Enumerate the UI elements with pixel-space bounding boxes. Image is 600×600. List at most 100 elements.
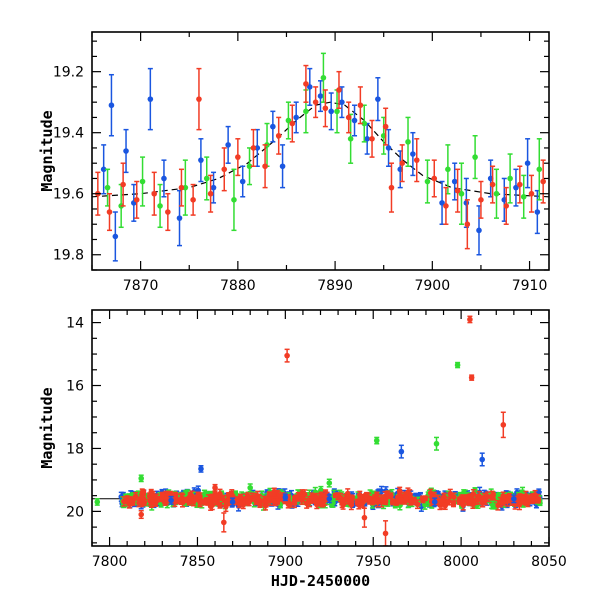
data-point-red <box>399 144 405 183</box>
bottom-panel-lightcurve-full: 7800 7850 7900 7950 8000 805014161820Magnitud… <box>38 309 567 590</box>
data-point-red <box>201 498 208 505</box>
data-point-red <box>235 138 241 177</box>
data-point-red <box>133 180 140 219</box>
data-point <box>176 215 183 221</box>
data-point <box>106 209 113 215</box>
y-tick-label: 19.4 <box>53 126 84 142</box>
y-tick-label: 19.2 <box>53 65 84 81</box>
data-point <box>210 184 217 191</box>
data-point <box>108 102 115 109</box>
data-point-red <box>196 67 202 131</box>
data-point <box>466 498 473 505</box>
data-point <box>517 181 523 188</box>
data-point-green <box>405 116 411 168</box>
data-point-red <box>478 180 484 219</box>
data-point <box>231 197 237 203</box>
data-point <box>270 123 276 130</box>
data-point <box>476 227 482 234</box>
x-tick-label: 7900 <box>414 278 450 294</box>
data-point <box>328 108 334 115</box>
series-green <box>104 52 543 232</box>
series-blue <box>100 67 541 262</box>
data-point <box>207 190 214 197</box>
data-point <box>399 160 405 167</box>
y-axis-label: Magnitude <box>38 110 56 191</box>
data-point <box>291 500 298 506</box>
data-point <box>285 117 292 124</box>
data-point-blue <box>210 171 217 204</box>
data-point-green <box>520 174 527 219</box>
data-point <box>322 105 329 112</box>
data-point <box>382 123 389 130</box>
data-point <box>124 496 130 503</box>
data-point-blue <box>364 122 370 155</box>
data-point <box>120 181 126 188</box>
y-tick-label: 19.8 <box>53 248 84 264</box>
data-point-red <box>336 70 342 110</box>
data-point <box>221 166 228 173</box>
data-point <box>534 209 541 215</box>
data-point-red <box>357 86 364 125</box>
data-point-red <box>178 168 185 207</box>
data-point <box>235 154 241 160</box>
data-point <box>279 163 286 170</box>
data-point <box>427 490 434 496</box>
data-point-blue <box>161 159 167 198</box>
data-point <box>336 87 342 93</box>
data-point <box>364 135 370 142</box>
data-point-red <box>303 64 309 103</box>
data-point <box>250 145 257 151</box>
data-point-blue <box>513 168 519 207</box>
data-point-red <box>151 171 158 216</box>
data-point <box>275 132 282 139</box>
data-point <box>289 120 296 127</box>
data-point-red <box>369 119 375 158</box>
data-point <box>233 497 240 503</box>
data-point-blue <box>410 131 416 177</box>
data-point-green <box>139 156 146 207</box>
data-point <box>132 493 139 500</box>
data-point-red <box>464 199 471 250</box>
data-point <box>225 142 231 148</box>
data-point <box>388 184 395 191</box>
data-point <box>489 181 496 188</box>
data-point-green <box>493 168 500 219</box>
data-point <box>422 501 428 508</box>
data-point-red <box>322 89 329 128</box>
data-point <box>190 197 196 203</box>
data-point-blue <box>198 138 204 183</box>
data-point <box>375 96 381 102</box>
plot-area <box>92 52 549 262</box>
data-point-blue <box>176 189 183 247</box>
data-point <box>503 203 510 209</box>
data-point-red <box>120 162 126 207</box>
data-point <box>262 163 268 170</box>
data-point-red <box>124 495 130 505</box>
data-point-red <box>466 498 473 506</box>
data-point <box>536 166 543 173</box>
data-point <box>458 190 465 197</box>
data-point <box>104 184 111 191</box>
data-point <box>507 175 513 182</box>
y-tick-label: 19.6 <box>53 187 84 203</box>
data-point <box>201 498 208 505</box>
data-point <box>424 178 431 185</box>
data-point-blue <box>317 80 324 113</box>
data-point-red <box>454 168 461 213</box>
data-point <box>198 157 204 163</box>
top-panel-lightcurve-zoom: 7870 7880 7890 7900 7910 19.2 19.4 19.6 19.8 Magn… <box>38 31 550 294</box>
plot-frame <box>91 31 550 271</box>
data-point-red <box>106 192 113 232</box>
data-point <box>451 178 458 185</box>
data-point <box>443 203 449 209</box>
data-point <box>285 501 292 507</box>
data-point-blue <box>147 67 154 131</box>
data-point-blue <box>328 92 334 131</box>
data-point <box>410 151 416 157</box>
data-point-green <box>182 159 189 216</box>
x-tick-label: 7890 <box>317 278 353 294</box>
data-point-red <box>413 138 420 183</box>
data-point-blue <box>375 77 381 122</box>
data-point <box>513 184 519 191</box>
data-point <box>369 135 375 142</box>
